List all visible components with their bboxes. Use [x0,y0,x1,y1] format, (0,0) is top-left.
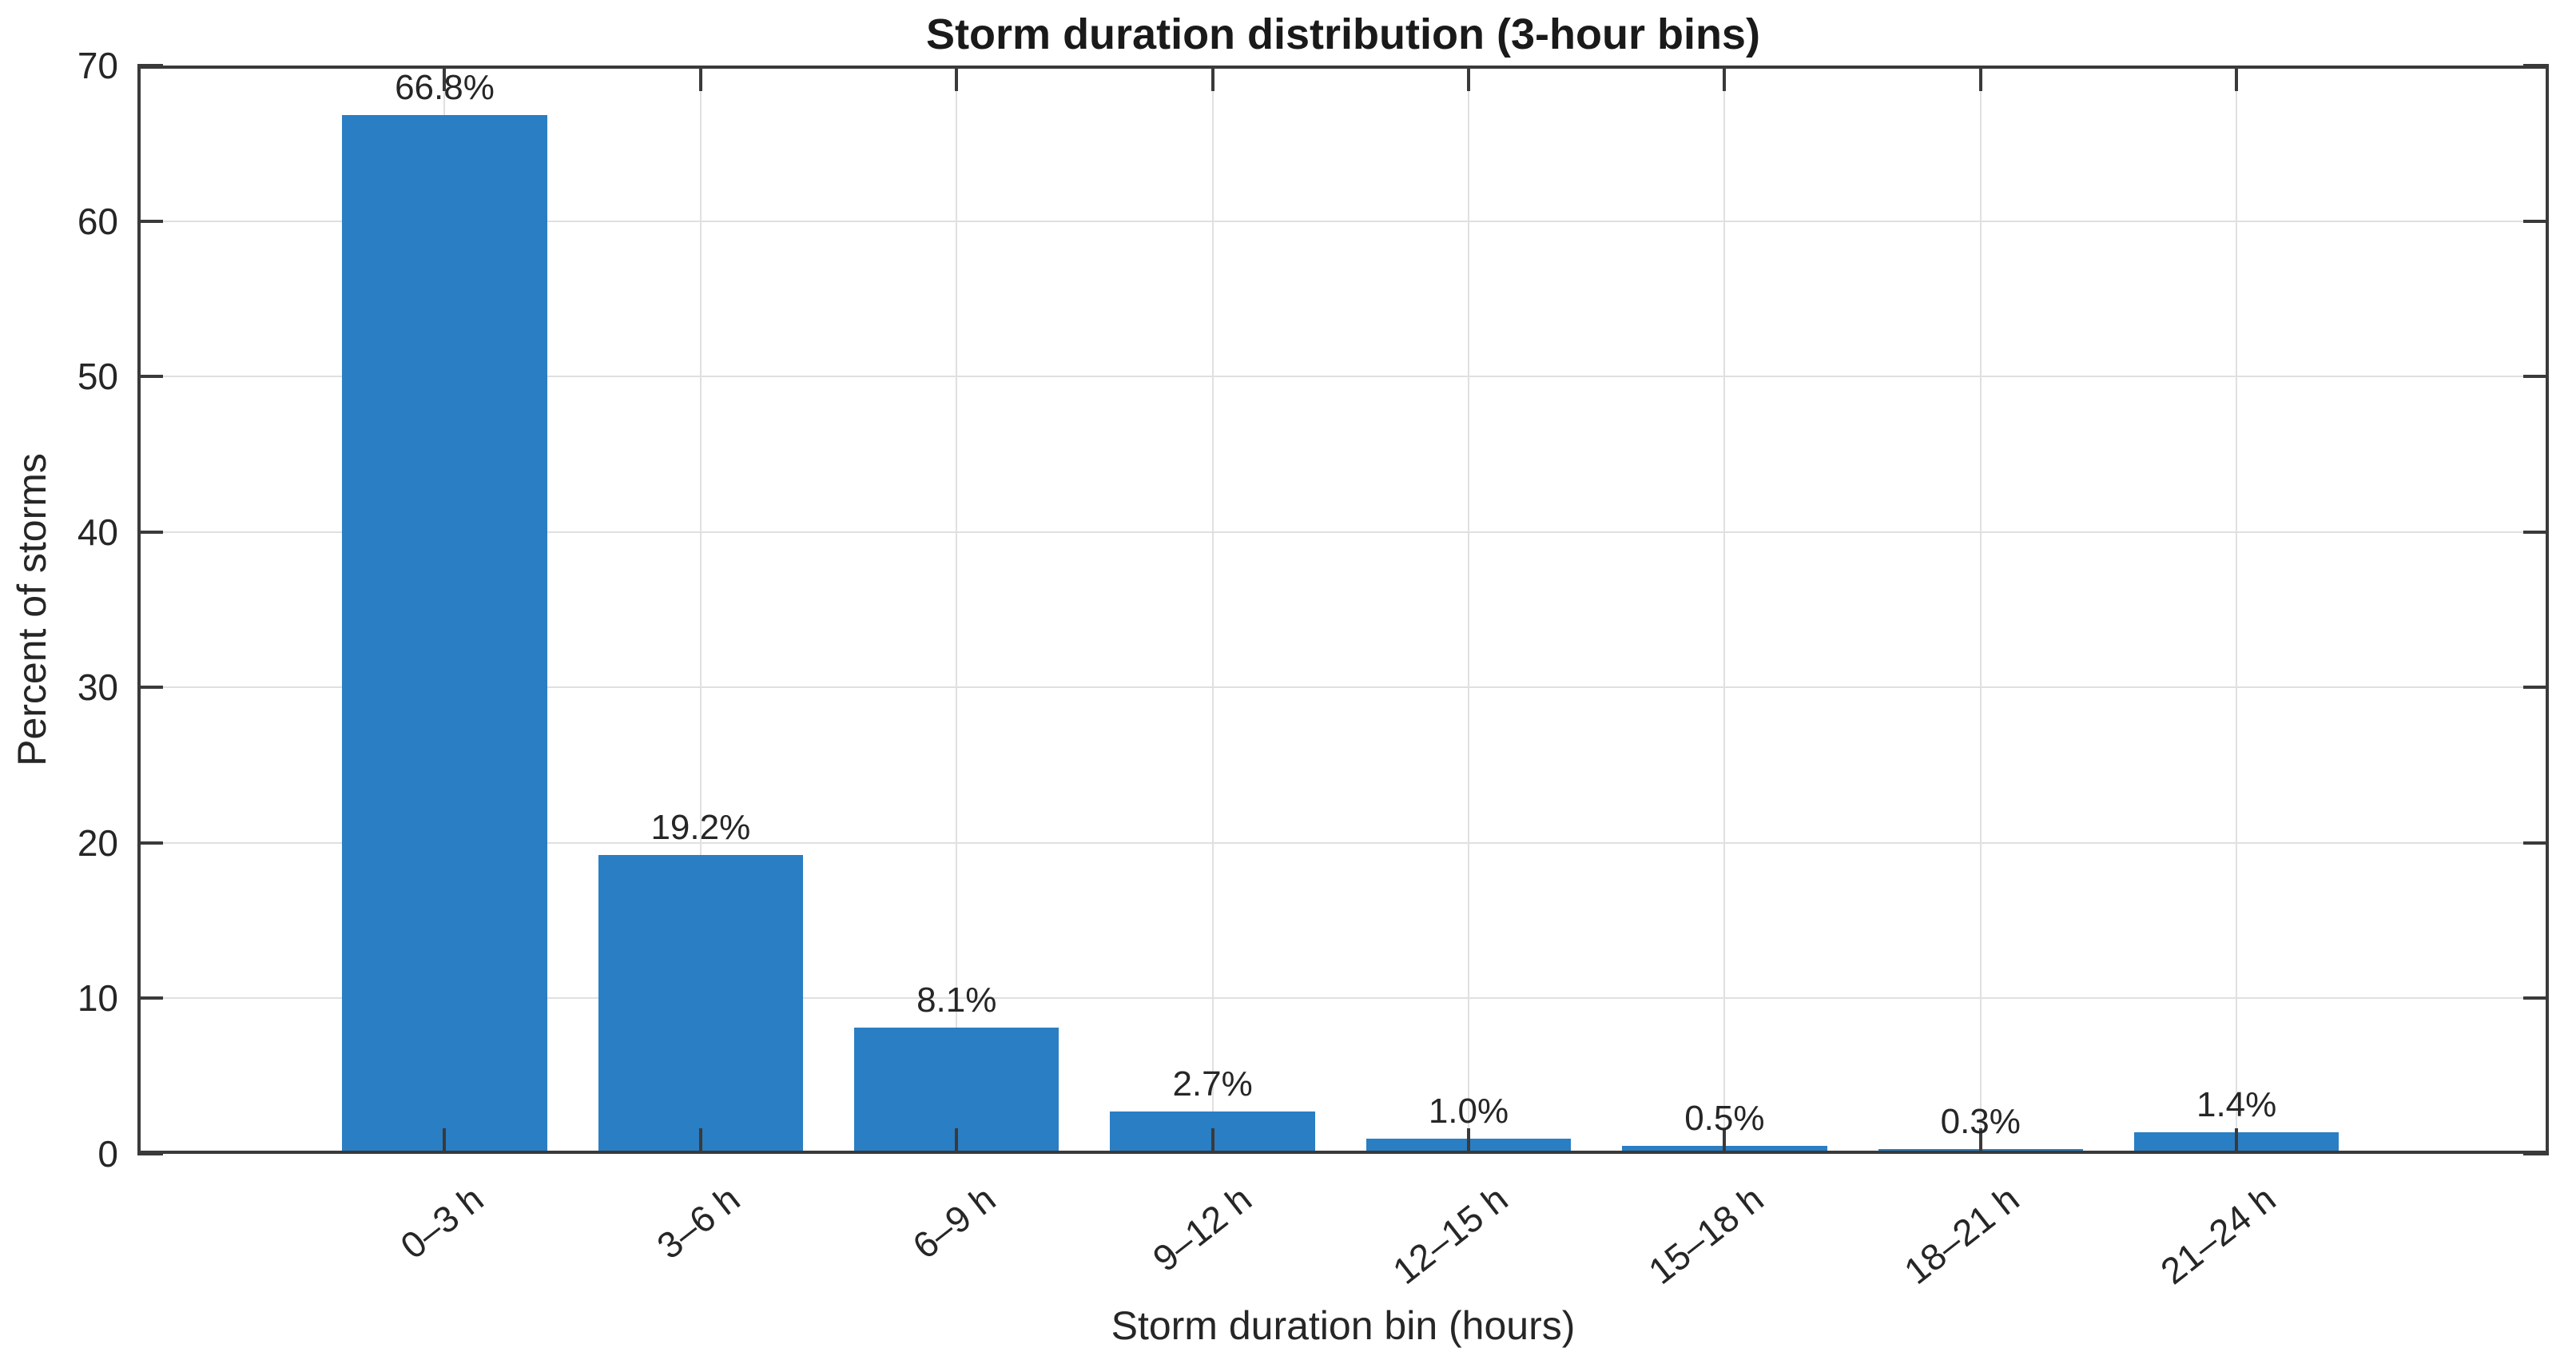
x-axis-tick [1723,66,1727,91]
x-axis-tick [1210,1128,1214,1154]
bar-value-labels-layer: 66.8% 19.2% 8.1% 2.7% 1.0% 0.5% 0.3% 1.4% [137,66,2549,1154]
x-axis-tick [1466,66,1470,91]
gridline-vertical [956,66,958,1154]
x-tick-label: 21–24 h [2153,1177,2284,1292]
axis-ticks-layer [137,64,2549,1155]
x-axis-tick [2235,66,2239,91]
y-tick-label: 50 [77,356,118,398]
x-axis-tick [1466,1128,1470,1154]
y-axis-tick [2523,219,2549,223]
x-axis-tick [698,1128,702,1154]
bar-value-label: 1.4% [2196,1084,2277,1124]
x-axis-tick [1210,66,1214,91]
gridline-vertical [1723,66,1726,1154]
y-axis-tick-labels: 0 10 20 30 40 50 60 70 [0,47,118,1172]
bar-value-label: 0.3% [1940,1102,2021,1142]
gridline-horizontal [137,686,2549,689]
y-tick-label: 60 [77,200,118,242]
gridline-horizontal [137,997,2549,1000]
x-tick-label: 18–21 h [1896,1177,2027,1292]
bar-value-label: 8.1% [916,980,997,1020]
x-tick-label: 12–15 h [1385,1177,1516,1292]
x-axis-tick [443,66,447,91]
y-axis-tick [2523,996,2549,1000]
x-axis-tick [698,66,702,91]
x-tick-label: 6–9 h [904,1177,1004,1267]
bar [342,115,547,1154]
x-axis-tick [2235,1128,2239,1154]
x-axis-title: Storm duration bin (hours) [1111,1303,1576,1348]
bar-value-label: 66.8% [395,68,495,108]
gridline-horizontal [137,531,2549,533]
y-axis-tick [137,686,163,690]
x-axis-tick [443,1128,447,1154]
y-tick-label: 10 [77,977,118,1020]
y-tick-label: 0 [97,1133,118,1175]
y-axis-tick [2523,841,2549,845]
bar-value-label: 19.2% [650,808,751,848]
gridline-horizontal [137,841,2549,844]
gridline-vertical [1211,66,1214,1154]
y-axis-tick [137,530,163,534]
y-axis-tick [137,841,163,845]
x-axis-tick [955,66,959,91]
x-axis-tick [955,1128,959,1154]
y-axis-tick [137,1152,163,1155]
y-axis-tick [137,219,163,223]
x-axis-tick [1978,66,1982,91]
gridline-vertical [1979,66,1982,1154]
chart-title: Storm duration distribution (3-hour bins… [926,10,1760,58]
y-axis-tick [2523,1152,2549,1155]
gridline-horizontal [137,376,2549,378]
x-tick-label: 15–18 h [1640,1177,1771,1292]
y-axis-title: Percent of storms [10,453,54,766]
y-axis-tick [2523,530,2549,534]
y-axis-tick [137,996,163,1000]
y-axis-tick [2523,686,2549,690]
gridline-vertical [699,66,702,1154]
bar-value-label: 2.7% [1172,1064,1253,1104]
gridline-vertical [2236,66,2238,1154]
bar-value-label: 0.5% [1684,1099,1765,1139]
x-tick-label: 0–3 h [392,1177,491,1267]
y-tick-label: 30 [77,666,118,709]
gridline-horizontal [137,220,2549,222]
y-tick-label: 40 [77,511,118,553]
x-axis-tick [1978,1128,1982,1154]
x-tick-label: 3–6 h [649,1177,748,1267]
gridline-vertical [1467,66,1469,1154]
y-tick-label: 20 [77,821,118,864]
x-tick-label: 9–12 h [1144,1177,1259,1280]
bar [598,855,803,1154]
x-axis-tick [1723,1128,1727,1154]
y-tick-label: 70 [77,45,118,86]
bar-value-label: 1.0% [1428,1091,1509,1131]
y-axis-tick [2523,375,2549,379]
y-axis-tick [137,375,163,379]
